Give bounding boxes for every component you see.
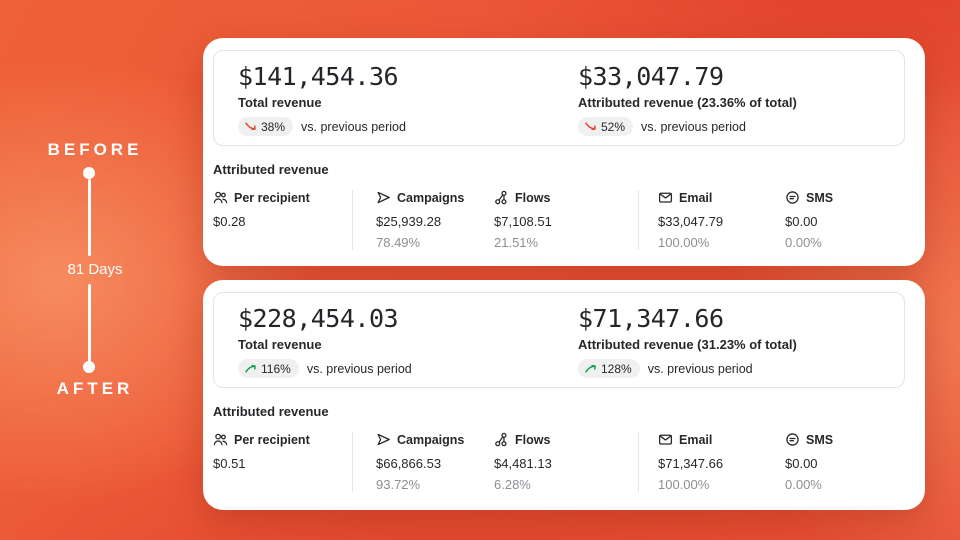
total-revenue-change: 116% vs. previous period <box>238 359 578 378</box>
column-label: Per recipient <box>234 432 310 447</box>
trend-badge: 128% <box>578 359 640 378</box>
attributed-revenue-section-title: Attributed revenue <box>213 162 329 177</box>
attributed-revenue-change: 128% vs. previous period <box>578 359 904 378</box>
column-value: $33,047.79 <box>658 214 724 229</box>
column-per-recipient: Per recipient $0.28 <box>213 190 352 250</box>
total-revenue-value: $228,454.03 <box>238 304 399 333</box>
flow-icon <box>495 432 507 447</box>
column-label: Campaigns <box>397 432 465 447</box>
column-label: SMS <box>806 190 834 205</box>
column-value: $66,866.53 <box>376 456 442 471</box>
timeline: BEFORE 81 Days AFTER <box>0 0 190 540</box>
column-percent: 100.00% <box>658 477 710 492</box>
column-value: $0.00 <box>785 456 818 471</box>
vs-previous-period: vs. previous period <box>641 119 746 134</box>
timeline-line-upper <box>87 179 91 256</box>
trend-badge: 116% <box>238 359 299 378</box>
column-label: Flows <box>515 432 551 447</box>
column-sms: SMS $0.00 0.00% <box>785 190 905 251</box>
column-label: SMS <box>806 432 834 447</box>
email-icon <box>658 434 673 445</box>
column-value: $0.00 <box>785 214 818 229</box>
attributed-revenue-section-title: Attributed revenue <box>213 404 329 419</box>
column-flows: Flows $4,481.13 6.28% <box>494 432 638 493</box>
column-value: $0.51 <box>213 456 246 471</box>
column-percent <box>213 235 352 250</box>
column-per-recipient: Per recipient $0.51 <box>213 432 352 492</box>
attributed-revenue-value: $71,347.66 <box>578 304 724 333</box>
before-dashboard-card: $141,454.36 Total revenue 38% vs. previo… <box>203 38 925 266</box>
column-value: $71,347.66 <box>658 456 724 471</box>
column-percent: 6.28% <box>494 477 531 492</box>
send-icon <box>377 433 390 446</box>
column-sms: SMS $0.00 0.00% <box>785 432 905 493</box>
attributed-revenue-value: $33,047.79 <box>578 62 724 91</box>
column-value: $25,939.28 <box>376 214 442 229</box>
attributed-revenue-label: Attributed revenue (31.23% of total) <box>578 337 797 352</box>
column-value: $0.28 <box>213 214 246 229</box>
attributed-revenue-metric: $33,047.79 Attributed revenue (23.36% of… <box>578 64 904 145</box>
trend-down-icon <box>245 122 256 131</box>
before-label: BEFORE <box>47 140 143 159</box>
trend-up-icon <box>585 364 596 373</box>
sms-icon <box>786 191 799 204</box>
column-campaigns: Campaigns $25,939.28 78.49% <box>352 190 494 250</box>
column-percent: 21.51% <box>494 235 539 250</box>
total-revenue-change: 38% vs. previous period <box>238 117 578 136</box>
email-icon <box>658 192 673 203</box>
revenue-summary-panel: $228,454.03 Total revenue 116% vs. previ… <box>213 292 905 388</box>
trend-badge: 52% <box>578 117 634 136</box>
column-percent: 100.00% <box>658 235 710 250</box>
total-revenue-value: $141,454.36 <box>238 62 399 91</box>
trend-badge-value: 116% <box>261 361 291 376</box>
column-email: Email $33,047.79 100.00% <box>638 190 785 250</box>
after-label: AFTER <box>56 379 134 398</box>
vs-previous-period: vs. previous period <box>301 119 406 134</box>
column-percent: 93.72% <box>376 477 421 492</box>
column-percent: 0.00% <box>785 235 822 250</box>
attribution-columns: Per recipient $0.51 Campaigns $66,866.53… <box>213 432 905 492</box>
total-revenue-metric: $228,454.03 Total revenue 116% vs. previ… <box>238 306 578 387</box>
column-percent: 0.00% <box>785 477 822 492</box>
trend-up-icon <box>245 364 256 373</box>
after-dashboard-card: $228,454.03 Total revenue 116% vs. previ… <box>203 280 925 510</box>
duration-label: 81 Days <box>67 261 123 278</box>
sms-icon <box>786 433 799 446</box>
column-label: Per recipient <box>234 190 310 205</box>
total-revenue-metric: $141,454.36 Total revenue 38% vs. previo… <box>238 64 578 145</box>
users-icon <box>213 191 228 204</box>
flow-icon <box>495 190 507 205</box>
column-label: Email <box>679 190 713 205</box>
column-value: $7,108.51 <box>494 214 552 229</box>
trend-badge-value: 38% <box>261 119 286 134</box>
attribution-columns: Per recipient $0.28 Campaigns $25,939.28… <box>213 190 905 250</box>
column-label: Email <box>679 432 713 447</box>
column-email: Email $71,347.66 100.00% <box>638 432 785 492</box>
column-percent <box>213 477 352 492</box>
users-icon <box>213 433 228 446</box>
trend-badge-value: 52% <box>601 119 626 134</box>
total-revenue-label: Total revenue <box>238 95 322 110</box>
timeline-dot-bottom <box>83 361 95 373</box>
revenue-summary-panel: $141,454.36 Total revenue 38% vs. previo… <box>213 50 905 146</box>
timeline-dot-top <box>83 167 95 179</box>
attributed-revenue-metric: $71,347.66 Attributed revenue (31.23% of… <box>578 306 904 387</box>
vs-previous-period: vs. previous period <box>306 361 412 376</box>
trend-badge: 38% <box>238 117 294 136</box>
trend-badge-value: 128% <box>601 361 632 376</box>
column-label: Flows <box>515 190 551 205</box>
column-campaigns: Campaigns $66,866.53 93.72% <box>352 432 494 492</box>
attributed-revenue-label: Attributed revenue (23.36% of total) <box>578 95 797 110</box>
column-label: Campaigns <box>397 190 465 205</box>
total-revenue-label: Total revenue <box>238 337 322 352</box>
attributed-revenue-change: 52% vs. previous period <box>578 117 904 136</box>
column-value: $4,481.13 <box>494 456 552 471</box>
column-flows: Flows $7,108.51 21.51% <box>494 190 638 251</box>
column-percent: 78.49% <box>376 235 421 250</box>
send-icon <box>377 191 390 204</box>
trend-down-icon <box>585 122 596 131</box>
vs-previous-period: vs. previous period <box>647 361 753 376</box>
timeline-line-lower <box>87 284 91 362</box>
